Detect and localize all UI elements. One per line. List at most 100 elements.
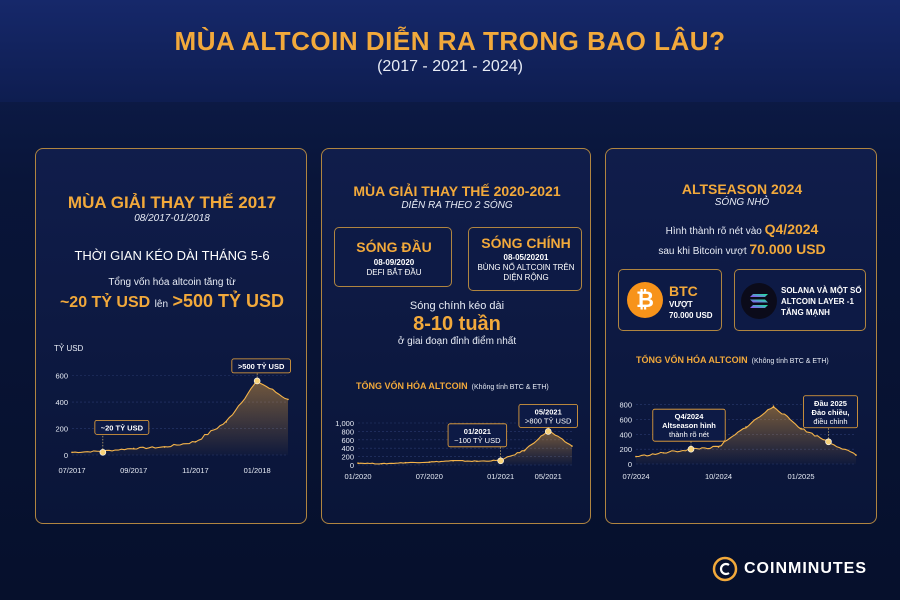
card3-subtitle: SÓNG NHỎ [714, 197, 770, 208]
x-tick-label: 01/2020 [344, 472, 371, 481]
main-wave-intro: Sóng chính kéo dài [409, 300, 505, 312]
data-point [380, 462, 383, 465]
card3-line1-prefix: Hình thành rõ nét vào [665, 226, 765, 237]
btc-value: 70.000 USD [669, 311, 713, 320]
y-tick-label: 400 [55, 398, 68, 407]
card3-line2-prefix: sau khi Bitcoin vượt [658, 246, 750, 257]
bitcoin-icon: ₿ [627, 282, 663, 318]
x-tick-label: 07/2017 [58, 466, 85, 475]
annotation-box [803, 395, 858, 429]
chart-title-note: (Không tính BTC & ETH) [472, 384, 549, 391]
y-tick-label: 0 [64, 451, 68, 460]
data-point [428, 461, 431, 463]
sol-line1: SOLANA VÀ MỘT SỐ [781, 286, 862, 295]
card1-dates: 08/2017-01/2018 [134, 213, 210, 224]
y-tick-label: 200 [341, 453, 354, 462]
wave2-desc2: DIỆN RỘNG [503, 273, 549, 282]
data-point [662, 452, 665, 454]
wave2-title: SÓNG CHÍNH [481, 235, 571, 251]
card1-growth-line: ~20 TỶ USD lên >500 TỶ USD [36, 291, 308, 312]
card1-growth-to: >500 TỶ USD [172, 291, 285, 311]
x-tick-label: 09/2017 [120, 466, 147, 475]
annotation-marker [99, 449, 107, 456]
data-point [717, 446, 720, 448]
card3-line2-highlight: 70.000 USD [749, 241, 826, 257]
data-point [772, 405, 775, 407]
coinminutes-icon [712, 556, 738, 582]
wave2-date: 08-05/20201 [503, 253, 549, 262]
card-2024: ALTSEASON 2024 SÓNG NHỎ Hình thành rõ né… [605, 148, 877, 524]
y-tick-label: 0 [628, 460, 632, 469]
annotation-label: Q4/2024 [675, 412, 705, 421]
data-point [476, 460, 478, 463]
card3-line1: Hình thành rõ nét vào Q4/2024 [606, 221, 878, 239]
annotation-box [94, 419, 150, 435]
data-point [132, 447, 135, 450]
data-point [635, 455, 637, 458]
y-tick-label: 800 [619, 401, 632, 410]
wave1-title: SÓNG ĐẦU [356, 239, 432, 255]
wave2-desc1: BÙNG NỔ ALTCOIN TRÊN [477, 263, 575, 272]
wave2-box: SÓNG CHÍNH 08-05/20201 BÙNG NỔ ALTCOIN T… [468, 227, 582, 291]
card3-line1-highlight: Q4/2024 [764, 221, 819, 237]
x-tick-label: 05/2021 [535, 472, 562, 481]
page-subtitle: (2017 - 2021 - 2024) [377, 58, 523, 75]
data-point [523, 449, 526, 452]
brand-name: COINMINUTES [744, 560, 867, 577]
data-point [571, 445, 573, 447]
y-tick-label: 200 [55, 425, 68, 434]
chart-title-main: TỔNG VỐN HÓA ALTCOIN [636, 354, 748, 365]
chart-2024: TỔNG VỐN HÓA ALTCOIN (Không tính BTC & ET… [619, 354, 858, 481]
annotation-label: Đầu 2025 [814, 399, 847, 408]
data-point [357, 462, 359, 464]
chart-2017: TỶ USD 0 200 400 600 07/2017 09/2017 11/2017 01/… [54, 344, 291, 475]
data-point [452, 460, 454, 462]
x-tick-label: 07/2024 [622, 472, 649, 481]
y-tick-label: 400 [619, 430, 632, 439]
card1-duration: THỜI GIAN KÉO DÀI THÁNG 5-6 [74, 248, 270, 263]
data-point [163, 446, 166, 448]
annotation-label: 01/2021 [464, 427, 491, 436]
sol-line3: TĂNG MẠNH [781, 308, 830, 317]
main-wave-value: 8-10 tuần [413, 313, 501, 335]
wave1-desc: DEFI BẮT ĐẦU [366, 268, 422, 277]
data-point [800, 427, 802, 430]
annotation-box [231, 358, 291, 374]
annotation-label: 05/2021 [535, 407, 562, 416]
page-title: MÙA ALTCOIN DIỄN RA TRONG BAO LÂU? [174, 26, 726, 56]
y-axis-label: TỶ USD [54, 344, 84, 353]
solana-box: SOLANA VÀ MỘT SỐ ALTCOIN LAYER -1 TĂNG M… [734, 269, 866, 331]
card1-title: MÙA GIẢI THAY THẾ 2017 [67, 193, 277, 212]
data-point [194, 440, 197, 443]
data-point [745, 426, 747, 428]
card-2020-2021: MÙA GIẢI THAY THẾ 2020-2021 DIỄN RA THEO… [321, 148, 591, 524]
data-point [855, 454, 857, 456]
annotation-label: Đảo chiều, [812, 408, 850, 417]
card1-growth-intro: Tổng vốn hóa altcoin tăng từ [108, 277, 236, 288]
data-point [71, 451, 73, 454]
series-line [71, 378, 289, 454]
main-wave-note: ở giai đoạn đỉnh điểm nhất [397, 336, 517, 347]
x-tick-label: 11/2017 [182, 466, 209, 475]
chart-title: TỔNG VỐN HÓA ALTCOIN (Không tính BTC & ET… [356, 380, 549, 391]
annotation-label: ~100 TỶ USD [454, 436, 501, 445]
series-line [636, 406, 857, 458]
btc-label: VƯỢT [669, 300, 693, 309]
data-point [225, 421, 228, 423]
x-tick-label: 10/2024 [705, 472, 732, 481]
data-point [404, 461, 407, 464]
btc-name: BTC [669, 283, 698, 299]
area-fill [358, 430, 572, 465]
chart-title-main: TỔNG VỐN HÓA ALTCOIN [356, 380, 468, 391]
chart-title: TỔNG VỐN HÓA ALTCOIN (Không tính BTC & ET… [636, 354, 829, 365]
x-tick-label: 01/2021 [487, 472, 514, 481]
annotation-box [447, 423, 508, 448]
y-tick-label: 400 [341, 444, 354, 453]
wave1-date: 08-09/2020 [373, 258, 415, 267]
header-band [0, 0, 900, 102]
wave1-box: SÓNG ĐẦU 08-09/2020 DEFI BẮT ĐẦU [334, 227, 452, 287]
y-tick-label: 600 [55, 372, 68, 381]
card-2017: MÙA GIẢI THAY THẾ 2017 08/2017-01/2018 T… [35, 148, 307, 524]
card1-growth-from: ~20 TỶ USD [59, 294, 151, 311]
y-tick-label: 1,000 [335, 419, 354, 428]
